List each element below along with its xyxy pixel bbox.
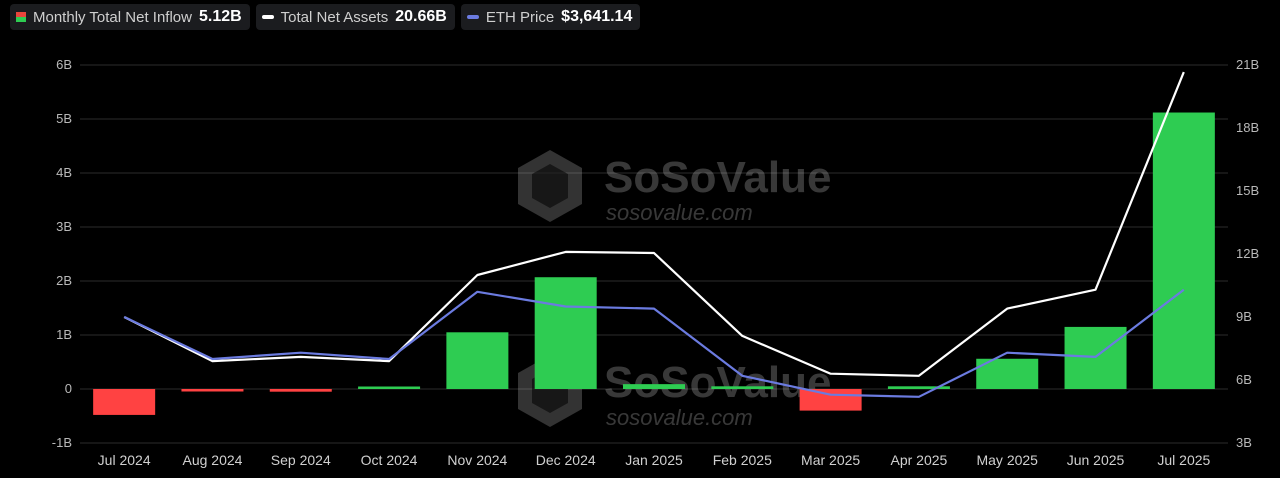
x-tick-label: Sep 2024 — [271, 452, 331, 468]
legend-item-eth-price[interactable]: ETH Price $3,641.14 — [460, 4, 641, 30]
watermark-title: SoSoValue — [604, 358, 831, 407]
watermarks: SoSoValuesosovalue.comSoSoValuesosovalue… — [518, 150, 831, 430]
x-tick-label: Jul 2025 — [1157, 452, 1210, 468]
x-tick-label: Jun 2025 — [1067, 452, 1125, 468]
legend-value: $3,641.14 — [561, 8, 633, 25]
x-axis: Jul 2024 Aug 2024 Sep 2024 Oct 2024 Nov 2024… — [98, 452, 1211, 468]
x-tick-label: Oct 2024 — [361, 452, 418, 468]
x-tick-label: Apr 2025 — [891, 452, 948, 468]
x-tick-label: Mar 2025 — [801, 452, 860, 468]
y-tick-label: 0 — [65, 381, 72, 396]
eth-price-swatch-icon — [466, 15, 479, 19]
watermark-subtitle: sosovalue.com — [606, 405, 753, 430]
x-tick-label: Jul 2024 — [98, 452, 151, 468]
y-tick-label: 3B — [1236, 435, 1252, 450]
net-inflow-bar — [799, 389, 862, 411]
x-tick-label: Feb 2025 — [713, 452, 772, 468]
y-tick-label: 6B — [56, 57, 72, 72]
net-inflow-bar — [623, 384, 685, 389]
legend-label: ETH Price — [485, 8, 555, 26]
y-tick-label: 12B — [1236, 246, 1259, 261]
y-axis-left: -1B 0 1B 2B 3B 4B 5B 6B — [52, 57, 72, 450]
y-tick-label: 6B — [1236, 372, 1252, 387]
legend: Monthly Total Net Inflow 5.12B Total Net… — [10, 4, 641, 30]
net-inflow-bar — [181, 389, 244, 392]
y-tick-label: -1B — [52, 435, 72, 450]
y-tick-label: 18B — [1236, 120, 1259, 135]
net-inflow-bar — [446, 332, 509, 389]
net-inflow-bar — [887, 386, 950, 389]
x-tick-label: May 2025 — [976, 452, 1038, 468]
legend-label: Monthly Total Net Inflow — [33, 8, 192, 26]
net-inflow-bar — [534, 277, 597, 389]
total-net-assets-line — [123, 71, 1185, 377]
net-inflow-bar — [1152, 112, 1215, 390]
legend-item-net-inflow[interactable]: Monthly Total Net Inflow 5.12B — [10, 4, 250, 30]
y-tick-label: 2B — [56, 273, 72, 288]
x-tick-label: Nov 2024 — [447, 452, 507, 468]
x-tick-label: Jan 2025 — [625, 452, 683, 468]
y-tick-label: 1B — [56, 327, 72, 342]
y-tick-label: 4B — [56, 165, 72, 180]
net-inflow-bar — [93, 389, 156, 415]
x-tick-label: Aug 2024 — [182, 452, 242, 468]
legend-label: Total Net Assets — [280, 8, 389, 26]
watermark-title: SoSoValue — [604, 153, 831, 202]
legend-item-total-net-assets[interactable]: Total Net Assets 20.66B — [255, 4, 455, 30]
bars — [93, 112, 1215, 415]
x-tick-label: Dec 2024 — [536, 452, 596, 468]
legend-value: 5.12B — [198, 8, 242, 25]
y-axis-right: 3B 6B 9B 12B 15B 18B 21B — [1236, 57, 1259, 450]
lines — [123, 71, 1185, 398]
eth-price-line — [123, 288, 1185, 398]
net-inflow-swatch-icon — [16, 12, 26, 22]
total-net-assets-swatch-icon — [261, 15, 274, 19]
net-inflow-bar — [358, 386, 421, 389]
watermark-subtitle: sosovalue.com — [606, 200, 753, 225]
legend-value: 20.66B — [395, 8, 447, 25]
net-inflow-bar — [269, 389, 332, 392]
y-tick-label: 15B — [1236, 183, 1259, 198]
sosovalue-logo-inner-icon — [532, 164, 568, 208]
net-inflow-bar — [711, 386, 774, 389]
y-tick-label: 3B — [56, 219, 72, 234]
y-tick-label: 9B — [1236, 309, 1252, 324]
y-tick-label: 5B — [56, 111, 72, 126]
y-tick-label: 21B — [1236, 57, 1259, 72]
